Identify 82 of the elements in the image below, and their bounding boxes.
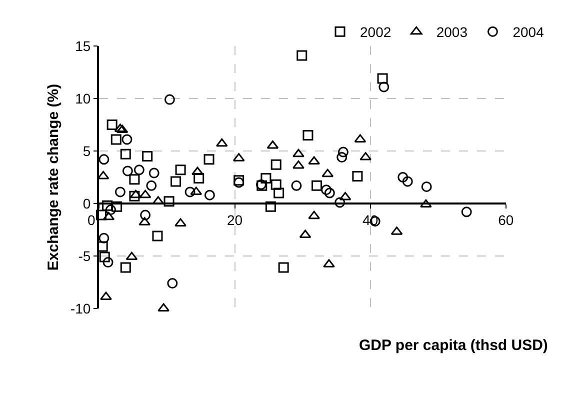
point <box>260 173 272 184</box>
y-tick-label: 10 <box>75 90 91 106</box>
point <box>102 257 114 268</box>
point <box>216 138 228 147</box>
point <box>336 152 348 163</box>
point <box>146 180 157 191</box>
legend-label: 2002 <box>360 24 392 40</box>
x-tick-label: 20 <box>226 212 243 228</box>
point <box>398 172 408 182</box>
y-tick-label: 0 <box>82 195 91 212</box>
point <box>270 159 282 170</box>
point <box>167 278 178 289</box>
point <box>164 94 175 105</box>
point <box>102 200 113 211</box>
point <box>312 180 322 191</box>
point <box>152 230 163 242</box>
point <box>112 201 122 212</box>
point <box>170 176 182 187</box>
point <box>129 174 140 185</box>
point <box>174 218 186 226</box>
point <box>114 186 126 198</box>
point <box>338 146 348 158</box>
legend-label: 2003 <box>436 24 468 40</box>
y-tick-label: -5 <box>78 248 91 264</box>
point <box>164 196 174 207</box>
point <box>324 188 335 198</box>
point <box>175 164 186 176</box>
point <box>302 130 314 140</box>
point <box>98 232 110 244</box>
legend-label: 2004 <box>512 24 544 40</box>
point <box>110 134 122 145</box>
point <box>120 262 131 273</box>
point <box>461 206 472 218</box>
point <box>126 252 138 260</box>
point <box>377 73 388 84</box>
point <box>270 179 282 190</box>
point <box>322 168 334 178</box>
point <box>98 154 110 165</box>
point <box>129 190 140 202</box>
point <box>134 164 144 176</box>
point <box>194 173 204 184</box>
point <box>204 154 214 165</box>
point <box>292 160 304 169</box>
point <box>122 166 133 176</box>
point <box>105 204 116 216</box>
point <box>99 252 110 262</box>
y-tick-label: 5 <box>82 142 91 159</box>
point <box>130 190 142 198</box>
point <box>334 197 346 208</box>
point <box>378 82 390 92</box>
point <box>140 210 151 220</box>
point <box>106 120 118 130</box>
y-tick-label: 15 <box>75 38 91 54</box>
point <box>142 151 153 162</box>
point <box>120 148 131 160</box>
point <box>148 168 160 178</box>
point <box>100 292 112 300</box>
point <box>265 201 276 212</box>
point <box>102 212 115 220</box>
point <box>96 210 106 220</box>
point <box>323 259 335 268</box>
point <box>339 192 352 200</box>
point <box>291 180 302 191</box>
point <box>292 148 304 158</box>
point <box>420 199 432 208</box>
x-tick-label: 60 <box>498 212 514 228</box>
point <box>192 166 204 175</box>
point <box>184 186 196 198</box>
point <box>204 190 215 200</box>
point <box>421 181 432 192</box>
point <box>278 262 289 273</box>
point <box>402 176 413 187</box>
point <box>296 50 308 61</box>
y-axis-title: Exchange rate change (%) <box>45 84 62 271</box>
y-tick-label: -10 <box>70 300 91 316</box>
point <box>352 170 363 182</box>
point <box>274 188 284 198</box>
x-axis-title: GDP per capita (thsd USD) <box>359 337 548 354</box>
point <box>139 190 152 198</box>
point <box>321 184 332 196</box>
point <box>308 210 320 220</box>
point <box>122 134 132 145</box>
